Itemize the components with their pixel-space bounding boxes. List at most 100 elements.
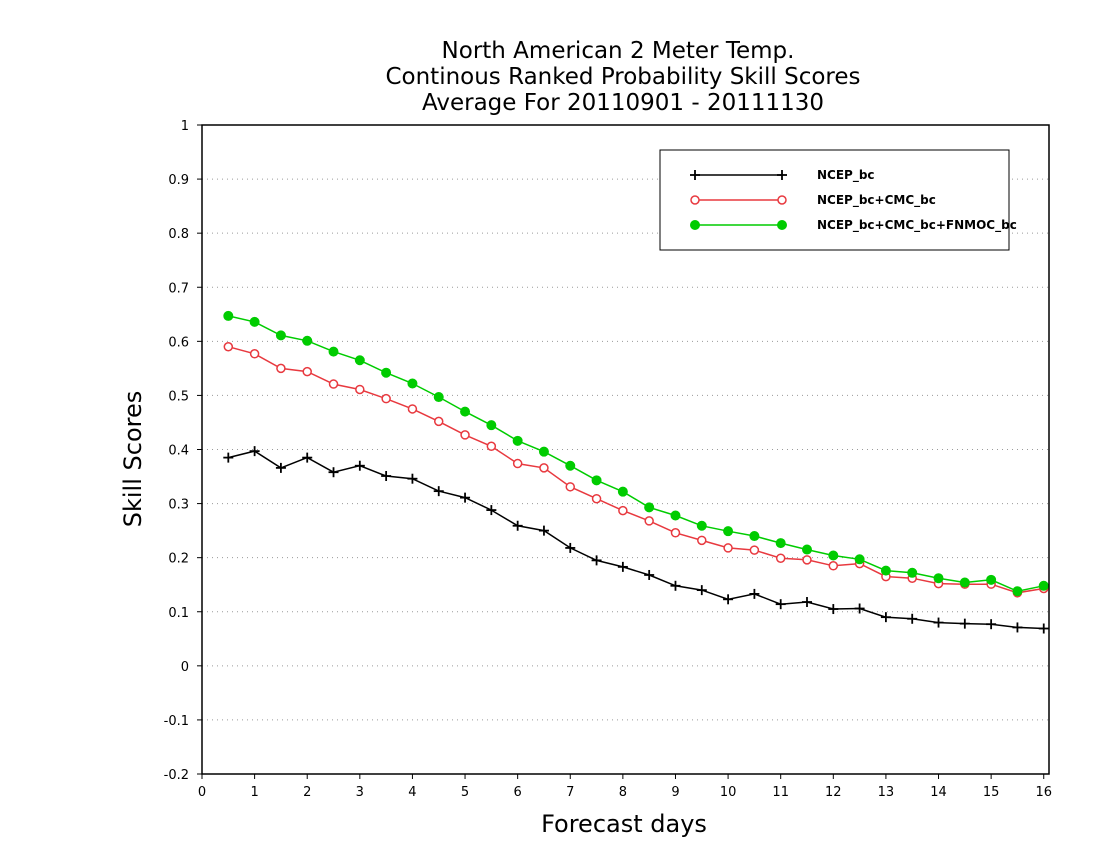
data-point xyxy=(276,363,286,374)
legend: NCEP_bc NCEP_bc+CMC_bc NCEP_bc+CMC_bc+FNMO… xyxy=(659,149,1017,251)
data-point xyxy=(670,580,681,591)
data-point xyxy=(512,435,523,446)
data-point xyxy=(249,349,260,359)
data-point xyxy=(591,555,602,566)
y-tick-label: 0.6 xyxy=(168,335,189,350)
series-2 xyxy=(223,341,1049,598)
data-point xyxy=(959,577,970,588)
x-tick-label: 7 xyxy=(566,785,574,800)
x-tick-label: 12 xyxy=(825,785,842,800)
data-point xyxy=(907,613,918,624)
y-tick-label: 0.9 xyxy=(168,173,189,188)
legend-label: NCEP_bc+CMC_bc+FNMOC_bc xyxy=(817,218,1017,233)
data-point xyxy=(617,486,628,497)
chart-title-line-3: Average For 20110901 - 20111130 xyxy=(422,90,824,116)
data-point xyxy=(828,561,839,571)
data-point xyxy=(460,492,471,503)
legend-entry-2: NCEP_bc+CMC_bc xyxy=(690,193,936,208)
data-point xyxy=(433,486,444,497)
y-axis-ticks: -0.2 -0.1 0 0.1 0.2 0.3 0.4 0.5 0.6 0.7 0.8 0.9 1 xyxy=(164,119,202,783)
data-point xyxy=(223,341,234,352)
data-point xyxy=(802,544,812,555)
legend-marker xyxy=(777,195,787,205)
data-point xyxy=(486,441,497,452)
x-tick-label: 4 xyxy=(408,785,416,800)
data-point xyxy=(644,502,655,513)
data-point xyxy=(986,619,997,630)
y-tick-label: -0.2 xyxy=(164,768,189,783)
grid-lines xyxy=(202,178,1049,721)
chart-title-line-2: Continous Ranked Probability Skill Score… xyxy=(385,64,860,90)
data-point xyxy=(565,482,576,492)
data-point xyxy=(302,452,313,463)
data-point xyxy=(328,346,339,357)
legend-marker xyxy=(777,170,787,180)
data-point xyxy=(933,573,944,584)
data-point xyxy=(565,460,576,471)
data-point xyxy=(538,525,549,536)
x-tick-label: 5 xyxy=(461,785,469,800)
x-tick-label: 2 xyxy=(303,785,311,800)
data-point xyxy=(933,617,944,628)
x-tick-label: 11 xyxy=(772,785,789,800)
data-point xyxy=(460,430,470,440)
data-point xyxy=(565,542,576,553)
legend-marker xyxy=(777,220,787,230)
data-point xyxy=(644,569,655,580)
data-point xyxy=(854,554,865,565)
x-axis-label: Forecast days xyxy=(541,810,707,838)
data-point xyxy=(828,604,839,615)
data-point xyxy=(697,535,707,546)
data-point xyxy=(433,392,444,403)
data-point xyxy=(302,335,313,346)
data-point xyxy=(538,446,549,457)
data-point xyxy=(670,510,681,521)
data-point xyxy=(802,555,812,565)
chart-title-line-1: North American 2 Meter Temp. xyxy=(442,38,795,64)
legend-label: NCEP_bc+CMC_bc xyxy=(817,193,936,208)
data-point xyxy=(460,406,471,417)
data-point xyxy=(828,550,839,561)
data-point xyxy=(907,567,918,578)
data-point xyxy=(302,366,312,377)
series-line xyxy=(228,450,1044,630)
x-tick-label: 10 xyxy=(720,785,737,800)
legend-entry-3: NCEP_bc+CMC_bc+FNMOC_bc xyxy=(690,218,1017,233)
data-point xyxy=(880,565,891,576)
series-line xyxy=(228,315,1044,592)
x-tick-label: 3 xyxy=(356,785,364,800)
legend-marker xyxy=(690,170,700,180)
data-point xyxy=(775,599,786,610)
data-point xyxy=(407,378,418,389)
data-point xyxy=(539,463,549,473)
data-point xyxy=(802,597,812,608)
data-point xyxy=(328,467,339,478)
y-axis-label: Skill Scores xyxy=(119,391,147,528)
data-point xyxy=(670,528,681,538)
y-tick-label: 0 xyxy=(181,660,189,675)
data-point xyxy=(854,603,865,614)
data-point xyxy=(696,520,707,531)
data-point xyxy=(249,446,260,457)
data-point xyxy=(407,473,418,484)
y-tick-label: 1 xyxy=(181,119,189,134)
data-point xyxy=(617,561,628,572)
data-point xyxy=(1038,580,1049,591)
x-tick-label: 8 xyxy=(619,785,627,800)
data-point xyxy=(1012,622,1023,633)
y-tick-label: 0.8 xyxy=(168,227,189,242)
data-point xyxy=(696,585,707,596)
data-point xyxy=(249,316,260,327)
data-point xyxy=(775,538,786,549)
data-point xyxy=(591,493,602,504)
x-tick-label: 0 xyxy=(198,785,206,800)
y-tick-label: -0.1 xyxy=(164,714,189,729)
data-point xyxy=(986,574,997,585)
y-tick-label: 0.5 xyxy=(168,389,189,404)
x-tick-label: 13 xyxy=(878,785,895,800)
data-point xyxy=(775,553,786,563)
data-point xyxy=(381,367,392,378)
data-point xyxy=(749,545,760,555)
